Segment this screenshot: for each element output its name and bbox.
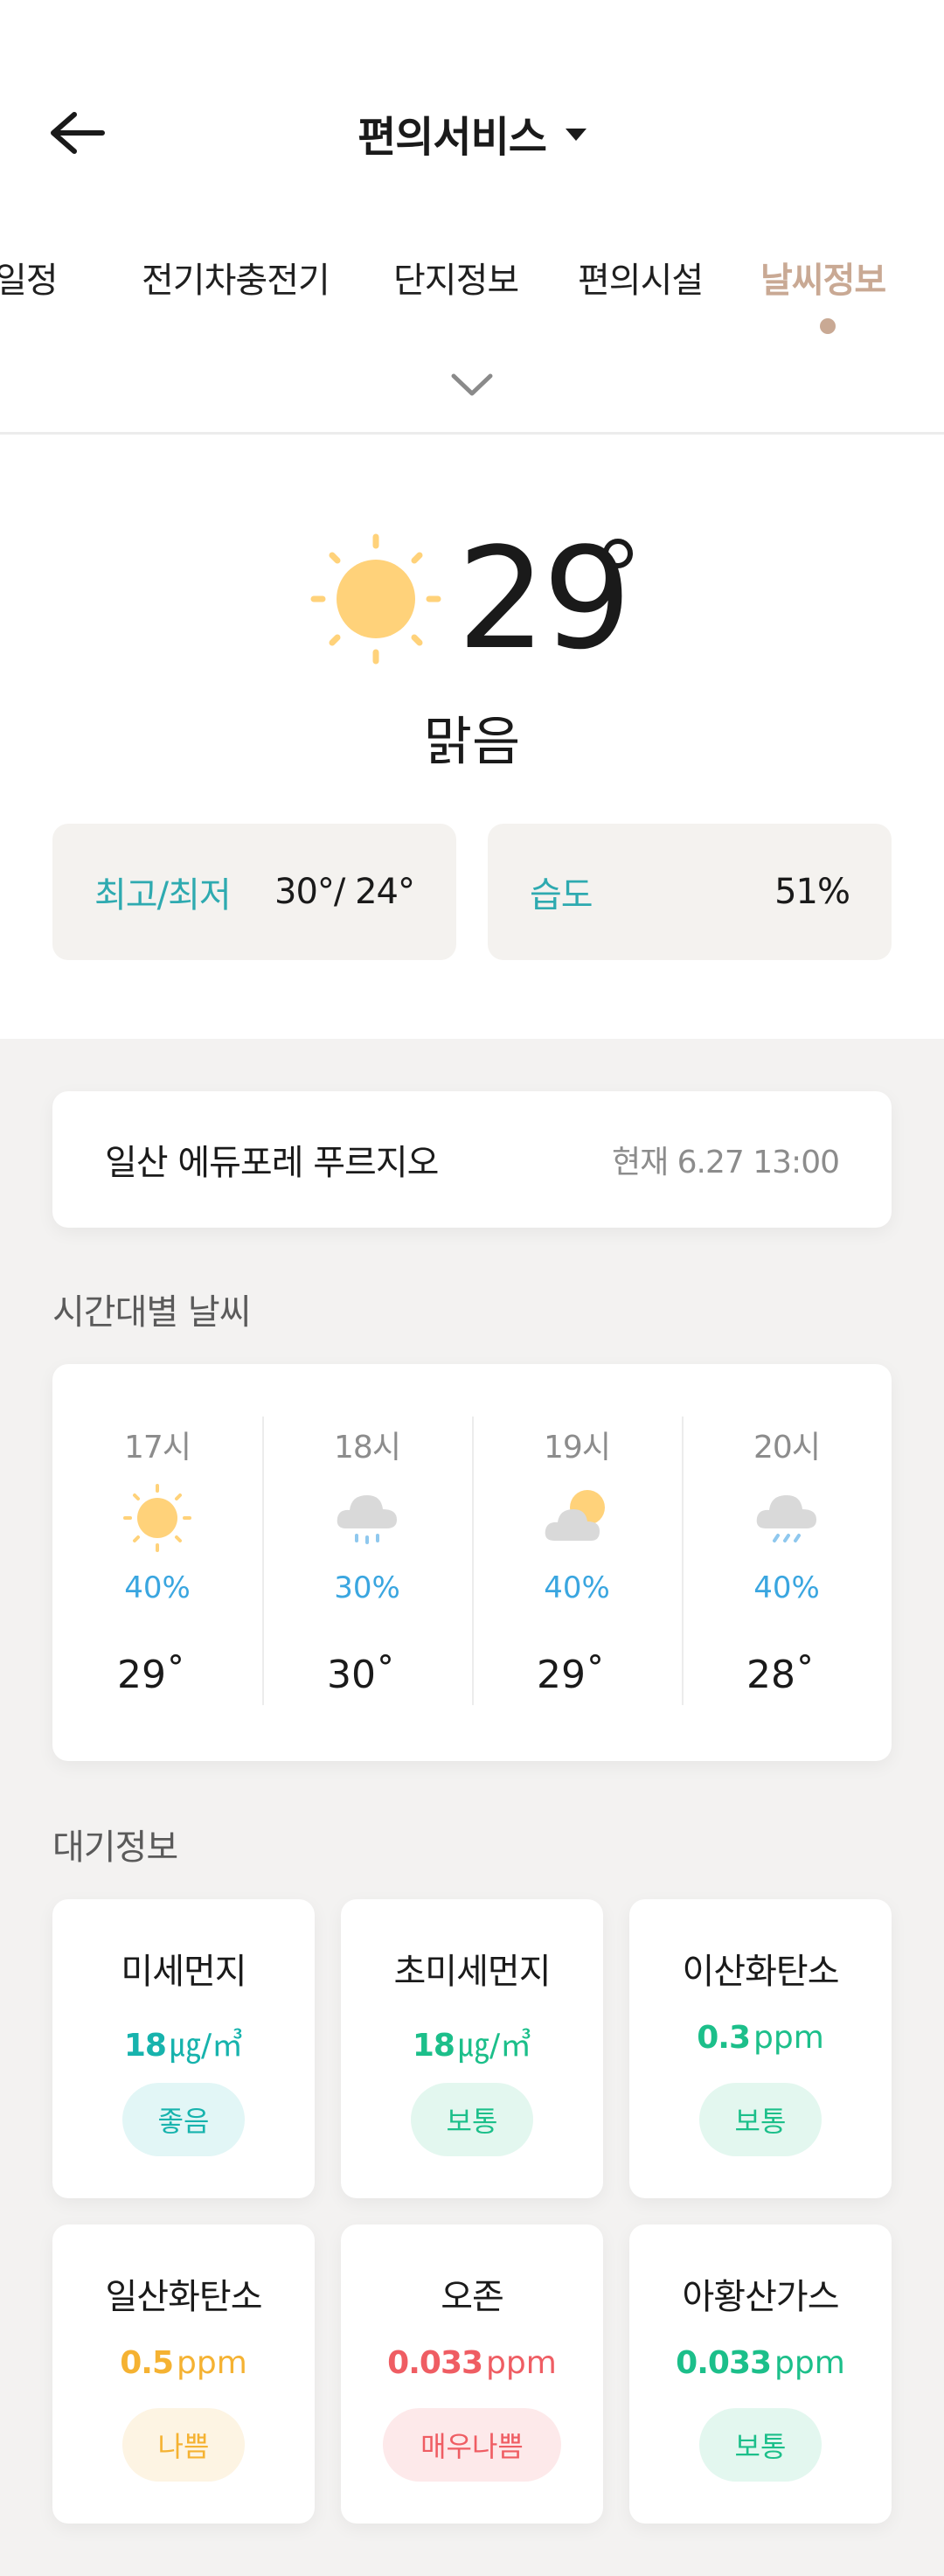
pollutant-name: 이산화탄소 [682, 1952, 840, 1992]
humidity-card: 습도 51% [488, 824, 892, 960]
page-title: 편의서비스 [357, 113, 547, 162]
status-badge: 보통 [411, 2083, 533, 2156]
status-badge: 매우나쁨 [383, 2408, 561, 2482]
humidity-value: 51% [774, 872, 850, 912]
caret-down-icon [565, 129, 587, 141]
current-time: 현재 6.27 13:00 [611, 1145, 840, 1180]
value-unit: ppm [753, 2020, 824, 2056]
header-divider [0, 432, 944, 435]
status-badge: 나쁨 [122, 2408, 245, 2482]
partly-cloudy-icon [545, 1490, 605, 1541]
hour-column: 18시 30% 30˚ [262, 1364, 472, 1761]
degree-symbol [603, 539, 633, 568]
hour-temperature: 29˚ [537, 1653, 605, 1697]
active-tab-indicator [820, 318, 836, 334]
pollutant-name: 미세먼지 [121, 1952, 246, 1992]
sun-icon [123, 1484, 191, 1552]
value-number: 0.3 [697, 2020, 751, 2056]
pollutant-name: 아황산가스 [682, 2277, 840, 2317]
pollutant-value: 0.5 ppm [52, 2345, 315, 2381]
value-number: 18 [412, 2028, 455, 2064]
precip-chance: 40% [544, 1570, 610, 1605]
high-low-card: 최고/최저 30°/ 24° [52, 824, 456, 960]
status-badge: 보통 [699, 2083, 822, 2156]
hour-column: 17시 40% 29˚ [52, 1364, 262, 1761]
value-unit: ㎍/㎥ [169, 2028, 244, 2064]
hour-label: 18시 [334, 1430, 401, 1466]
high-low-label: 최고/최저 [94, 875, 232, 916]
value-unit: ppm [177, 2345, 247, 2381]
expand-tabs-button[interactable] [446, 362, 498, 406]
air-quality-card[interactable]: 이산화탄소 0.3 ppm 보통 [629, 1899, 892, 2198]
temp-value: 29 [537, 1653, 586, 1697]
current-temperature: 29 [457, 517, 632, 680]
air-quality-card[interactable]: 일산화탄소 0.5 ppm 나쁨 [52, 2224, 315, 2524]
weather-condition: 맑음 [423, 712, 521, 773]
precip-chance: 30% [334, 1570, 400, 1605]
temp-value: 28 [746, 1653, 795, 1697]
hourly-forecast-card: 17시 40% 29˚ 18시 30% 30˚ 19시 [52, 1364, 892, 1761]
back-button[interactable] [44, 107, 110, 159]
high-low-value: 30°/ 24° [274, 872, 415, 912]
hour-column: 19시 40% 29˚ [472, 1364, 682, 1761]
humidity-label: 습도 [530, 875, 593, 916]
column-divider [262, 1417, 264, 1705]
air-section-title: 대기정보 [52, 1828, 178, 1868]
pollutant-value: 18 ㎍/㎥ [341, 2020, 603, 2065]
air-quality-card[interactable]: 초미세먼지 18 ㎍/㎥ 보통 [341, 1899, 603, 2198]
current-weather-panel: 편의서비스 일정 전기차충전기 단지정보 편의시설 날씨정보 29 맑음 최고/… [0, 0, 944, 1039]
service-selector[interactable]: 편의서비스 [0, 103, 944, 163]
hour-label: 20시 [753, 1430, 821, 1466]
precip-chance: 40% [124, 1570, 191, 1605]
tab-amenities[interactable]: 편의시설 [578, 261, 704, 301]
pollutant-value: 0.033 ppm [341, 2345, 603, 2381]
status-badge: 좋음 [122, 2083, 245, 2156]
column-divider [682, 1417, 684, 1705]
air-quality-card[interactable]: 오존 0.033 ppm 매우나쁨 [341, 2224, 603, 2524]
location-card: 일산 에듀포레 푸르지오 현재 6.27 13:00 [52, 1091, 892, 1228]
tab-weather[interactable]: 날씨정보 [760, 261, 886, 301]
value-number: 0.033 [676, 2345, 772, 2381]
temp-value: 30 [327, 1653, 376, 1697]
shower-cloud-icon [756, 1495, 816, 1542]
value-unit: ㎍/㎥ [457, 2028, 532, 2064]
hour-column: 20시 40% 28˚ [682, 1364, 892, 1761]
precip-chance: 40% [753, 1570, 820, 1605]
chevron-down-icon [451, 373, 493, 396]
column-divider [472, 1417, 474, 1705]
hour-temperature: 29˚ [117, 1653, 185, 1697]
hour-label: 17시 [124, 1430, 191, 1466]
temp-value: 29 [117, 1653, 166, 1697]
pollutant-name: 일산화탄소 [105, 2277, 263, 2317]
hourly-section-title: 시간대별 날씨 [52, 1292, 252, 1333]
status-badge: 보통 [699, 2408, 822, 2482]
pollutant-name: 오존 [441, 2277, 504, 2317]
pollutant-value: 18 ㎍/㎥ [52, 2020, 315, 2065]
arrow-left-icon [51, 112, 105, 154]
pollutant-value: 0.033 ppm [629, 2345, 892, 2381]
value-unit: ppm [486, 2345, 557, 2381]
location-name: 일산 에듀포레 푸르지오 [105, 1143, 439, 1183]
air-quality-card[interactable]: 미세먼지 18 ㎍/㎥ 좋음 [52, 1899, 315, 2198]
pollutant-name: 초미세먼지 [393, 1952, 552, 1992]
value-number: 0.033 [387, 2345, 483, 2381]
hour-label: 19시 [544, 1430, 611, 1466]
sun-icon [310, 533, 441, 665]
tab-complex-info[interactable]: 단지정보 [393, 261, 519, 301]
tab-schedule[interactable]: 일정 [0, 261, 59, 301]
pollutant-value: 0.3 ppm [629, 2020, 892, 2056]
value-unit: ppm [774, 2345, 845, 2381]
category-tabs: 일정 전기차충전기 단지정보 편의시설 날씨정보 [0, 247, 944, 308]
value-number: 0.5 [120, 2345, 174, 2381]
hour-temperature: 30˚ [327, 1653, 395, 1697]
rain-cloud-icon [337, 1495, 397, 1544]
air-quality-card[interactable]: 아황산가스 0.033 ppm 보통 [629, 2224, 892, 2524]
hour-temperature: 28˚ [746, 1653, 815, 1697]
tab-ev-charger[interactable]: 전기차충전기 [142, 261, 330, 301]
value-number: 18 [123, 2028, 167, 2064]
